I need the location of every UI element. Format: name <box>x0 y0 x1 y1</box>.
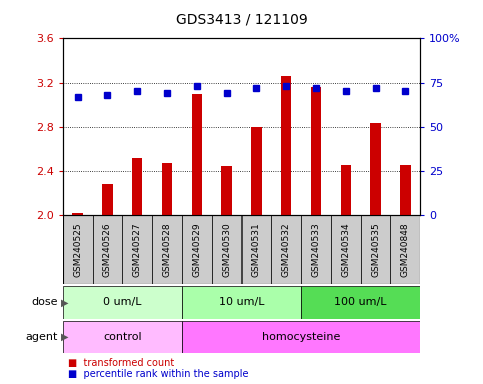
Text: GDS3413 / 121109: GDS3413 / 121109 <box>176 13 307 27</box>
Text: GSM240530: GSM240530 <box>222 222 231 277</box>
Bar <box>63 321 182 353</box>
Bar <box>221 167 232 215</box>
Bar <box>390 215 420 284</box>
Bar <box>93 215 122 284</box>
Text: agent: agent <box>26 332 58 342</box>
Bar <box>63 286 182 319</box>
Bar <box>152 215 182 284</box>
Text: ■  percentile rank within the sample: ■ percentile rank within the sample <box>68 369 248 379</box>
Bar <box>301 215 331 284</box>
Text: GSM240533: GSM240533 <box>312 222 320 277</box>
Bar <box>311 87 321 215</box>
Bar <box>162 163 172 215</box>
Text: GSM240532: GSM240532 <box>282 222 291 276</box>
Bar <box>72 213 83 215</box>
Bar <box>370 123 381 215</box>
Bar <box>63 215 93 284</box>
Bar <box>400 166 411 215</box>
Bar <box>182 321 420 353</box>
Text: 100 um/L: 100 um/L <box>334 297 387 308</box>
Bar <box>182 215 212 284</box>
Text: ■  transformed count: ■ transformed count <box>68 358 174 368</box>
Text: GSM240531: GSM240531 <box>252 222 261 277</box>
Text: GSM240528: GSM240528 <box>163 222 171 276</box>
Bar <box>182 286 301 319</box>
Text: 0 um/L: 0 um/L <box>103 297 142 308</box>
Text: GSM240534: GSM240534 <box>341 222 350 276</box>
Text: GSM240526: GSM240526 <box>103 222 112 276</box>
Bar <box>242 215 271 284</box>
Bar <box>102 184 113 215</box>
Text: GSM240525: GSM240525 <box>73 222 82 276</box>
Text: GSM240535: GSM240535 <box>371 222 380 277</box>
Text: dose: dose <box>31 297 58 308</box>
Text: control: control <box>103 332 142 342</box>
Bar <box>331 215 361 284</box>
Text: 10 um/L: 10 um/L <box>219 297 264 308</box>
Bar <box>132 157 142 215</box>
Bar <box>212 215 242 284</box>
Text: ▶: ▶ <box>61 332 69 342</box>
Bar <box>301 286 420 319</box>
Text: GSM240848: GSM240848 <box>401 222 410 276</box>
Text: homocysteine: homocysteine <box>262 332 340 342</box>
Text: GSM240527: GSM240527 <box>133 222 142 276</box>
Bar <box>361 215 390 284</box>
Text: GSM240529: GSM240529 <box>192 222 201 276</box>
Bar <box>192 94 202 215</box>
Bar <box>122 215 152 284</box>
Bar <box>251 127 262 215</box>
Bar <box>341 166 351 215</box>
Text: ▶: ▶ <box>61 297 69 308</box>
Bar <box>271 215 301 284</box>
Bar <box>281 76 291 215</box>
